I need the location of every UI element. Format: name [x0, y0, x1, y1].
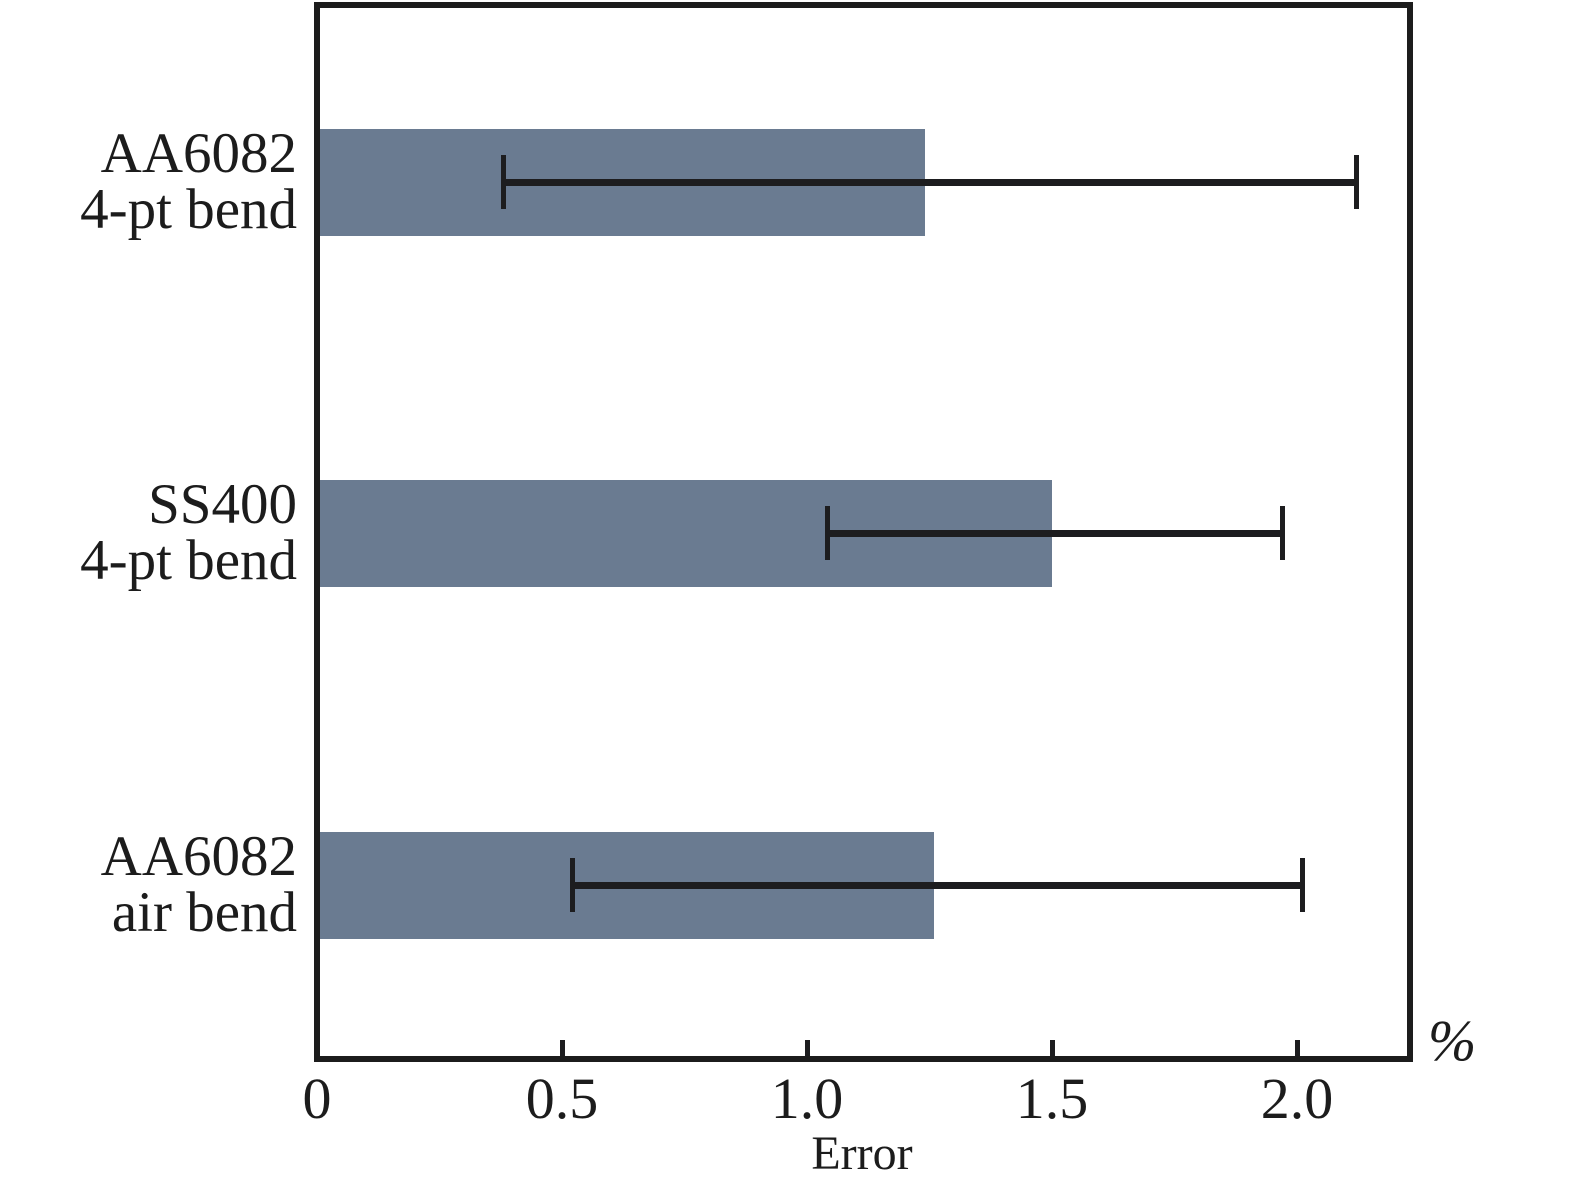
x-tick-label: 2.0 [1260, 1066, 1334, 1131]
error-bar-line [572, 882, 1302, 889]
x-axis-title: Error [811, 1127, 913, 1180]
x-tick [805, 1040, 810, 1056]
error-bar-cap-low [825, 506, 830, 560]
error-bar-cap-high [1300, 858, 1305, 912]
plot-area [314, 2, 1413, 1062]
error-bar-line [503, 179, 1356, 186]
category-label: AA6082 air bend [100, 825, 297, 944]
error-bar-cap-low [570, 858, 575, 912]
error-bar-cap-high [1280, 506, 1285, 560]
error-bar-cap-low [501, 155, 506, 209]
category-label: SS400 4-pt bend [80, 473, 297, 592]
x-tick [560, 1040, 565, 1056]
axis-unit-label: % [1428, 1008, 1477, 1073]
error-bar-line [827, 530, 1282, 537]
error-bar-cap-high [1354, 155, 1359, 209]
x-tick-label: 1.0 [770, 1066, 844, 1131]
x-tick [1050, 1040, 1055, 1056]
x-tick [1295, 1040, 1300, 1056]
x-tick-label: 0.5 [525, 1066, 599, 1131]
x-tick-label: 1.5 [1015, 1066, 1089, 1131]
x-tick-label: 0 [302, 1066, 332, 1131]
category-label: AA6082 4-pt bend [80, 122, 297, 241]
